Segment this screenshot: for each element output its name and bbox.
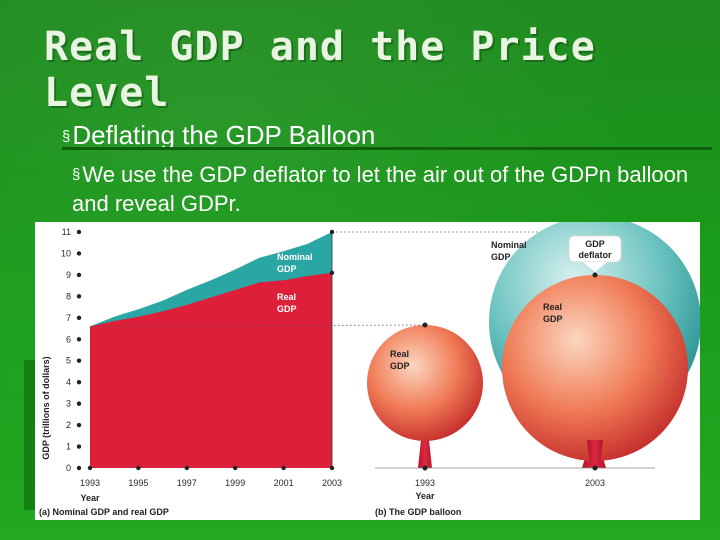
y-tick-label: 5	[66, 356, 71, 366]
big-balloon-nominal-line1: Nominal	[491, 240, 527, 250]
x-tick-label: 1993	[80, 478, 100, 488]
big-balloon-nominal-line2: GDP	[491, 252, 511, 262]
panel-b-caption: (b) The GDP balloon	[375, 507, 461, 517]
x-axis-ticks: 1993 1995 1997 1999 2001 2003	[80, 465, 342, 488]
y-tick-label: 10	[61, 248, 71, 258]
x-tick-label: 1999	[225, 478, 245, 488]
y-tick-dot	[76, 251, 82, 256]
panel-b-balloons: Real GDP Nominal GDP Real GDP GDP deflat…	[367, 222, 700, 517]
y-tick-label: 9	[66, 270, 71, 280]
nominal-end-dot	[329, 229, 335, 235]
real-end-dot	[329, 270, 335, 275]
y-tick-dot	[76, 315, 82, 321]
x-tick-label: 1995	[128, 478, 148, 488]
real-label-line1: Real	[277, 292, 296, 302]
balloon-year-2003: 2003	[585, 478, 605, 488]
y-tick-dot	[76, 294, 82, 299]
small-balloon-label-line1: Real	[390, 349, 409, 359]
big-balloon-real-line1: Real	[543, 302, 562, 312]
small-balloon-label-line2: GDP	[390, 361, 410, 371]
big-balloon-real-line2: GDP	[543, 314, 563, 324]
x-axis-label: Year	[80, 493, 100, 503]
y-tick-label: 4	[66, 377, 71, 387]
y-tick-dot	[76, 337, 82, 342]
nominal-label-line1: Nominal	[277, 252, 313, 262]
balloon-axis-dot-2003	[592, 465, 598, 471]
balloon-top-dot-1993	[422, 322, 428, 328]
inner-balloon-stem	[587, 440, 603, 466]
y-tick-label: 8	[66, 291, 71, 301]
y-tick-label: 3	[66, 399, 71, 409]
deflator-label-line2: deflator	[578, 250, 612, 260]
deflator-label-line1: GDP	[585, 239, 605, 249]
x-tick-dot	[184, 465, 189, 471]
y-tick-dot	[76, 422, 82, 428]
y-tick-dot	[76, 465, 82, 471]
title-underline	[62, 147, 712, 150]
y-tick-dot	[76, 229, 82, 235]
small-real-gdp-balloon	[367, 325, 483, 441]
bullet-level-1: §Deflating the GDP Balloon	[62, 120, 375, 152]
bullet-level-2-text: We use the GDP deflator to let the air o…	[72, 162, 689, 216]
nominal-label-line2: GDP	[277, 264, 297, 274]
slide-title: Real GDP and the Price Level	[44, 24, 596, 116]
balloon-top-dot-2003	[592, 272, 598, 278]
y-axis-ticks: 0 1 2 3 4 5 6 7 8 9 10 11	[61, 227, 82, 473]
real-gdp-area	[90, 272, 332, 468]
y-tick-dot	[76, 444, 82, 449]
y-tick-dot	[76, 379, 82, 385]
y-tick-label: 1	[66, 442, 71, 452]
x-tick-dot	[233, 465, 238, 471]
panel-b-year-label: Year	[415, 491, 435, 501]
x-tick-label: 1997	[177, 478, 197, 488]
decorative-rail	[24, 360, 36, 510]
gdp-figure: 0 1 2 3 4 5 6 7 8 9 10 11 1993 1995 1997 1999 2001 2003 …	[35, 222, 700, 520]
x-tick-dot	[87, 465, 93, 471]
area-labels: Nominal GDP Real GDP	[277, 252, 313, 314]
x-tick-label: 2001	[274, 478, 294, 488]
panel-a-caption: (a) Nominal GDP and real GDP	[39, 507, 169, 517]
y-tick-label: 6	[66, 334, 71, 344]
y-tick-dot	[76, 401, 82, 406]
x-tick-dot	[281, 465, 286, 471]
y-tick-label: 7	[66, 313, 71, 323]
x-tick-dot	[136, 465, 141, 471]
y-axis-label: GDP (trillions of dollars)	[41, 356, 51, 459]
bullet-icon: §	[62, 128, 71, 145]
y-tick-label: 0	[66, 463, 71, 473]
balloon-axis-dot-1993	[422, 465, 428, 471]
real-gdp-inner-balloon	[502, 275, 688, 461]
bullet-level-1-text: Deflating the GDP Balloon	[72, 120, 376, 150]
y-tick-label: 2	[66, 420, 71, 430]
y-tick-label: 11	[62, 227, 71, 237]
bullet-level-2: §We use the GDP deflator to let the air …	[72, 160, 702, 218]
x-tick-label: 2003	[322, 478, 342, 488]
balloon-year-1993: 1993	[415, 478, 435, 488]
deflator-arrow-icon	[583, 262, 607, 272]
real-label-line2: GDP	[277, 304, 297, 314]
small-balloon-stem	[418, 440, 432, 468]
y-tick-dot	[76, 272, 82, 278]
bullet-icon: §	[72, 166, 81, 183]
guide-lines	[89, 229, 595, 468]
y-tick-dot	[76, 358, 82, 363]
